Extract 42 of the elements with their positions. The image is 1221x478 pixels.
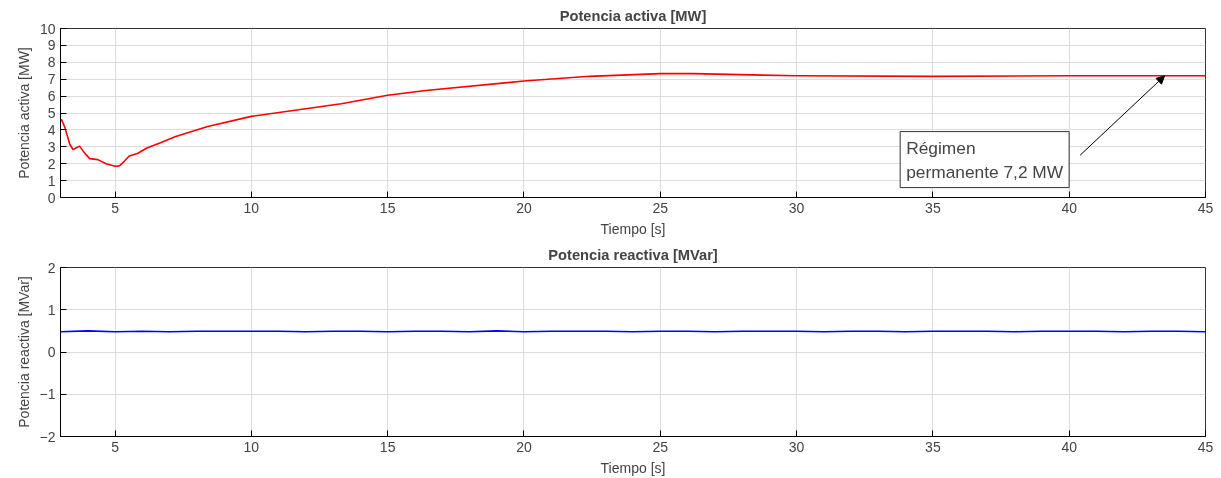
x-tick-label: 5 [111, 438, 120, 455]
x-tick-label: 40 [1061, 438, 1078, 455]
y-tick-label: 9 [47, 37, 56, 54]
y-tick-label: 7 [47, 71, 56, 88]
y-tick-label: 6 [47, 88, 56, 105]
y-tick-label: 0 [47, 344, 56, 360]
x-tick-label: 25 [652, 199, 669, 216]
y-tick-label: 3 [47, 138, 56, 155]
y-axis-title: Potencia reactiva [MVar] [15, 276, 32, 428]
y-tick-label: 2 [47, 155, 56, 172]
chart-title: Potencia reactiva [MVar] [548, 246, 718, 263]
line-series [60, 72, 1206, 168]
y-tick-label: 1 [47, 301, 56, 318]
y-tick-label: 4 [47, 121, 56, 138]
y-tick-label: −1 [39, 386, 56, 403]
y-axis-title: Potencia activa [MW] [15, 47, 32, 179]
x-axis-title: Tiempo [s] [600, 220, 666, 237]
annotation: Régimen permanente 7,2 MW [906, 137, 1064, 182]
x-axis-title: Tiempo [s] [600, 459, 666, 476]
x-tick-label: 40 [1061, 199, 1078, 216]
x-tick-label: 20 [516, 199, 532, 216]
y-tick-label: 0 [47, 189, 56, 206]
chart-title: Potencia activa [MW] [559, 7, 707, 24]
x-tick-label: 20 [516, 438, 532, 455]
x-tick-label: 25 [652, 438, 669, 455]
x-tick-label: 10 [243, 438, 260, 455]
x-tick-label: 10 [243, 199, 260, 216]
y-tick-label: 8 [47, 54, 56, 71]
x-tick-label: 15 [379, 199, 396, 216]
x-tick-label: 35 [925, 199, 941, 216]
x-tick-label: 5 [111, 199, 120, 216]
x-tick-label: 15 [379, 438, 396, 455]
y-tick-label: 1 [47, 172, 56, 189]
y-tick-label: −2 [39, 428, 56, 445]
y-tick-label: 2 [47, 259, 56, 276]
x-tick-label: 45 [1197, 438, 1214, 455]
x-tick-label: 30 [788, 199, 805, 216]
y-tick-label: 5 [47, 105, 56, 121]
x-tick-label: 45 [1197, 199, 1214, 216]
x-tick-label: 35 [925, 438, 941, 455]
x-tick-label: 30 [788, 438, 805, 455]
y-tick-label: 10 [39, 20, 56, 37]
